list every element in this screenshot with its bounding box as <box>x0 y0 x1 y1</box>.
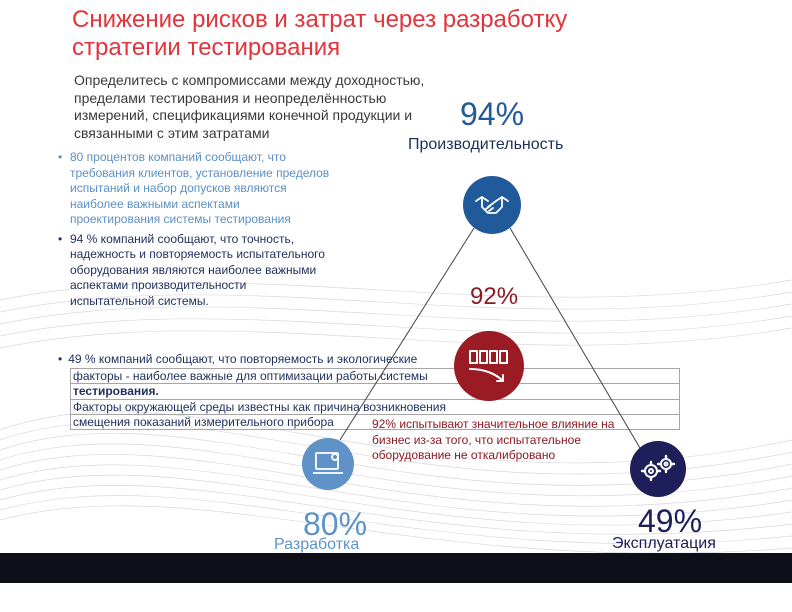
bottom-bar <box>0 553 792 583</box>
bullet-table: факторы - наиболее важные для оптимизаци… <box>70 367 680 431</box>
center-note: 92% испытывают значительное влияние на б… <box>372 417 615 462</box>
left-node <box>302 438 354 490</box>
connector-top-left <box>339 227 475 441</box>
meter-decline-icon <box>469 350 508 382</box>
connector-top-right <box>509 227 641 449</box>
bullet-item: 94 % компаний сообщают, что точность, на… <box>58 232 333 310</box>
intro-text: Определитесь с компромиссами между доход… <box>74 72 425 141</box>
left-label: Разработка <box>274 536 360 553</box>
right-percent: 49% <box>638 503 703 539</box>
top-node <box>463 176 521 234</box>
right-node <box>630 441 686 497</box>
handshake-icon <box>475 196 509 214</box>
table-cell: Факторы окружающей среды известны как пр… <box>70 398 680 415</box>
top-label: Производительность <box>408 136 564 153</box>
laptop-gear-icon <box>313 452 343 474</box>
right-label: Эксплуатация <box>612 535 716 552</box>
bullet-item: • 49 % компаний сообщают, что повторяемос… <box>58 351 528 367</box>
page-title: Снижение рисков и затрат через разработк… <box>72 6 568 61</box>
top-percent: 94% <box>460 96 525 132</box>
left-percent: 80% <box>303 506 368 542</box>
center-percent: 92% <box>470 283 519 310</box>
bullet-item: 80 процентов компаний сообщают, что треб… <box>58 150 333 228</box>
bullet-text: 49 % компаний сообщают, что повторяемост… <box>68 352 418 366</box>
table-cell: смещения показаний измерительного прибор… <box>70 413 680 431</box>
center-node <box>454 331 524 401</box>
bullet-dot: • <box>58 352 63 366</box>
bullet-list: 80 процентов компаний сообщают, что треб… <box>58 150 333 313</box>
gears-icon <box>640 454 676 482</box>
